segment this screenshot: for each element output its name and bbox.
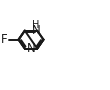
Text: N: N [27,42,36,55]
Text: N: N [32,24,40,37]
Text: F: F [1,33,8,46]
Text: H: H [32,20,40,30]
